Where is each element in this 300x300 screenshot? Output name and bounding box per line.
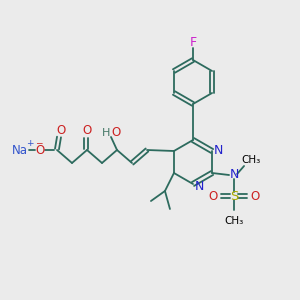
Text: O: O	[208, 190, 218, 202]
Text: N: N	[194, 179, 204, 193]
Text: CH₃: CH₃	[242, 155, 261, 165]
Text: −: −	[35, 139, 43, 148]
Text: S: S	[230, 190, 238, 202]
Text: Na: Na	[12, 143, 28, 157]
Text: O: O	[111, 125, 121, 139]
Text: N: N	[230, 169, 239, 182]
Text: F: F	[189, 37, 197, 50]
Text: N: N	[213, 143, 223, 157]
Text: H: H	[102, 128, 110, 138]
Text: CH₃: CH₃	[224, 216, 244, 226]
Text: O: O	[56, 124, 66, 136]
Text: O: O	[35, 143, 45, 157]
Text: +: +	[26, 139, 34, 148]
Text: O: O	[82, 124, 91, 137]
Text: O: O	[250, 190, 260, 202]
